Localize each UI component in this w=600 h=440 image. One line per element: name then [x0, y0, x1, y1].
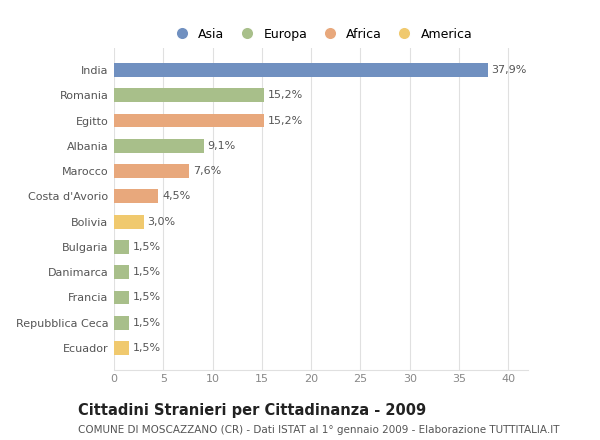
- Text: 1,5%: 1,5%: [133, 267, 161, 277]
- Bar: [114, 316, 129, 330]
- Text: 3,0%: 3,0%: [148, 216, 176, 227]
- Text: 15,2%: 15,2%: [268, 116, 303, 125]
- Bar: [114, 164, 189, 178]
- Text: 4,5%: 4,5%: [162, 191, 191, 202]
- Text: COMUNE DI MOSCAZZANO (CR) - Dati ISTAT al 1° gennaio 2009 - Elaborazione TUTTITA: COMUNE DI MOSCAZZANO (CR) - Dati ISTAT a…: [78, 425, 560, 435]
- Bar: [114, 290, 129, 304]
- Bar: [114, 265, 129, 279]
- Bar: [114, 189, 158, 203]
- Bar: [114, 88, 264, 102]
- Text: Cittadini Stranieri per Cittadinanza - 2009: Cittadini Stranieri per Cittadinanza - 2…: [78, 403, 426, 418]
- Text: 1,5%: 1,5%: [133, 242, 161, 252]
- Bar: [114, 63, 488, 77]
- Text: 9,1%: 9,1%: [208, 141, 236, 151]
- Bar: [114, 341, 129, 355]
- Bar: [114, 240, 129, 254]
- Text: 7,6%: 7,6%: [193, 166, 221, 176]
- Text: 15,2%: 15,2%: [268, 90, 303, 100]
- Bar: [114, 114, 264, 128]
- Text: 1,5%: 1,5%: [133, 318, 161, 328]
- Text: 37,9%: 37,9%: [491, 65, 527, 75]
- Legend: Asia, Europa, Africa, America: Asia, Europa, Africa, America: [164, 22, 478, 45]
- Text: 1,5%: 1,5%: [133, 293, 161, 302]
- Bar: [114, 139, 204, 153]
- Text: 1,5%: 1,5%: [133, 343, 161, 353]
- Bar: [114, 215, 143, 229]
